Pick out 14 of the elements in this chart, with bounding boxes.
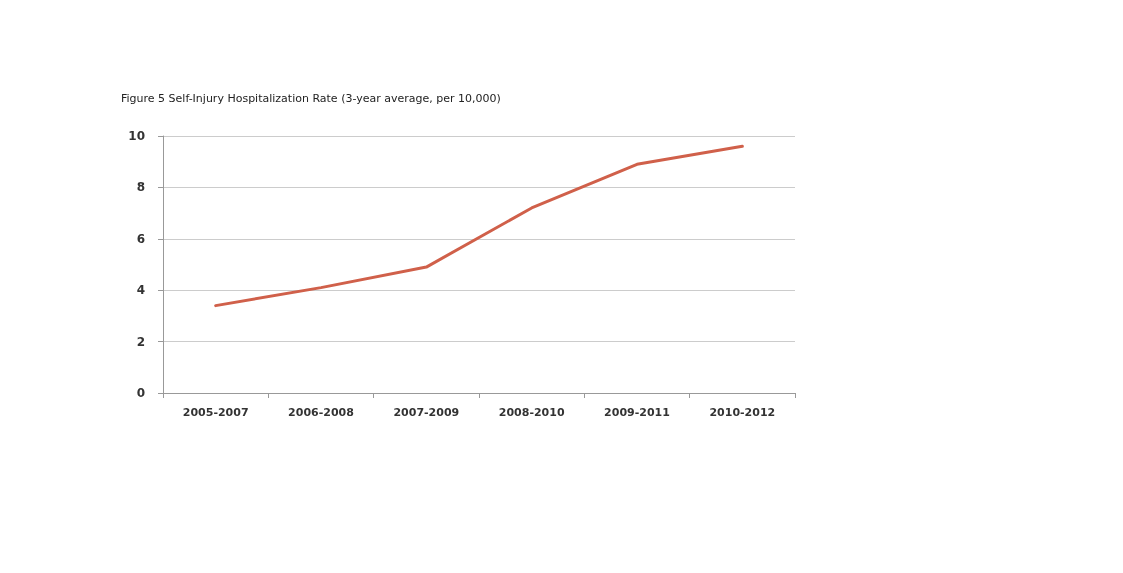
x-tick-label: 2010-2012: [709, 406, 776, 419]
x-tick-label: 2006-2008: [288, 406, 354, 419]
y-tick-label: 2: [136, 334, 145, 349]
y-tick-label: 0: [136, 386, 145, 400]
y-tick-label: 10: [128, 129, 145, 143]
x-tick-label: 2005-2007: [182, 406, 249, 419]
x-tick-label: 2009-2011: [604, 406, 670, 419]
y-tick-label: 4: [136, 283, 145, 298]
x-tick-label: 2007-2009: [393, 406, 460, 419]
y-tick-label: 8: [136, 180, 145, 195]
line-series: [214, 144, 744, 308]
x-tick-label: 2008-2010: [498, 406, 565, 419]
y-tick-label: 6: [136, 231, 145, 246]
chart-title: Figure 5 Self-Injury Hospitalization Rate (3-year average, per 10,000): [121, 92, 501, 105]
